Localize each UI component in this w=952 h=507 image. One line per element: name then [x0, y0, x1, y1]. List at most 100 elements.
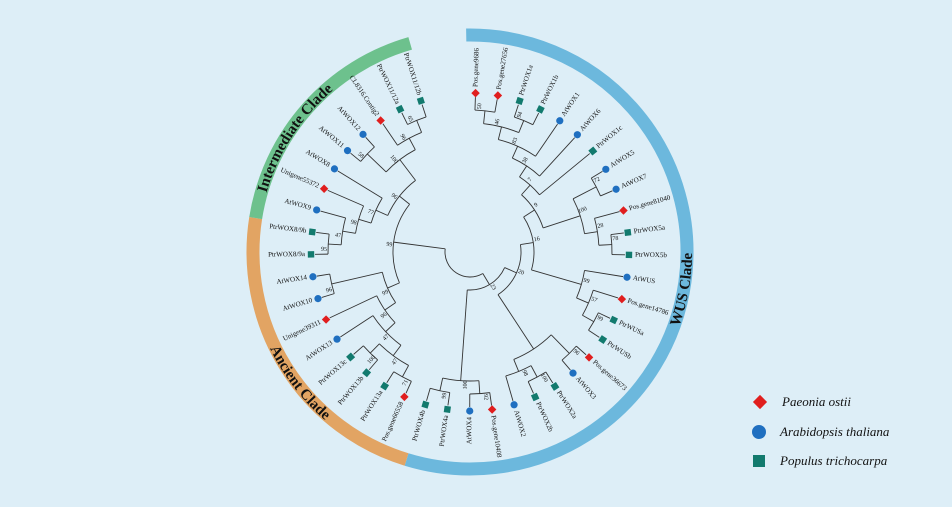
- branch-line: [375, 209, 388, 216]
- branch-line: [365, 137, 375, 148]
- branch-arc: [385, 149, 416, 173]
- branch-line: [520, 242, 534, 245]
- branch-line: [505, 375, 514, 402]
- branch-arc: [467, 267, 506, 291]
- blue-circle-icon: [466, 407, 474, 415]
- branch-line: [416, 120, 422, 133]
- branch-line: [572, 186, 597, 200]
- tip-label: Pos.gene14786: [627, 297, 671, 317]
- tip-label: AtWOX1: [560, 90, 582, 117]
- branch-line: [518, 120, 525, 133]
- branch-line: [582, 314, 594, 323]
- legend-item-populus: Populus trichocarpa: [752, 453, 887, 469]
- tip-label: Pos.gene9686: [471, 47, 480, 87]
- tip-label: PtrWOX8/9a: [268, 250, 306, 259]
- red-diamond-icon: [617, 294, 627, 304]
- branch-line: [576, 297, 589, 304]
- bootstrap-value: 98: [521, 369, 529, 377]
- bootstrap-value: 96: [398, 133, 406, 141]
- tip-label: AtWOX14: [276, 273, 308, 286]
- red-diamond-icon: [487, 405, 497, 414]
- branch-line: [584, 231, 598, 235]
- branch-line: [329, 295, 377, 319]
- branch-line: [392, 344, 402, 356]
- tip-label: Pos.gene10408: [489, 415, 503, 459]
- tip-label: PtrWOX4b: [411, 409, 428, 442]
- branch-line: [530, 365, 538, 378]
- blue-circle-icon: [359, 130, 367, 138]
- blue-circle-icon: [752, 425, 766, 439]
- branch-line: [523, 209, 535, 218]
- branch-line: [535, 123, 558, 157]
- branch-line: [393, 241, 446, 250]
- branch-line: [532, 112, 540, 125]
- bootstrap-value: 20: [517, 269, 525, 277]
- teal-square-icon: [443, 405, 451, 414]
- branch-line: [386, 371, 395, 384]
- tip-label: AtWOX3: [574, 375, 598, 401]
- tip-label: PtrWOX8/9b: [269, 222, 308, 235]
- teal-square-icon: [530, 392, 540, 402]
- branch-line: [483, 110, 486, 124]
- branch-line: [531, 269, 582, 285]
- bootstrap-value: 28: [597, 223, 604, 230]
- teal-square-icon: [625, 251, 633, 259]
- branch-line: [405, 381, 412, 394]
- legend-label: Arabidopsis thaliana: [780, 424, 890, 439]
- branch-line: [591, 171, 603, 179]
- branch-line: [610, 232, 624, 236]
- branch-line: [402, 365, 409, 378]
- branch-line: [426, 388, 431, 401]
- bootstrap-value: 72: [593, 176, 601, 184]
- teal-square-icon: [416, 96, 425, 105]
- branch-arc: [610, 234, 613, 255]
- blue-circle-icon: [569, 369, 577, 377]
- branch-line: [447, 392, 451, 406]
- branch-line: [321, 293, 335, 298]
- branch-line: [561, 359, 571, 371]
- bootstrap-value: 9: [533, 202, 539, 209]
- branch-line: [316, 232, 330, 235]
- bootstrap-value: 100: [539, 373, 549, 384]
- bootstrap-value: 47: [382, 334, 390, 342]
- tip-label: AtWOX12: [336, 104, 363, 132]
- tip-label: AtWOX2: [512, 409, 527, 438]
- ring-intermediate-clade: [249, 37, 412, 220]
- branch-line: [598, 244, 612, 246]
- red-diamond-icon: [619, 206, 628, 215]
- branch-arc: [387, 179, 416, 216]
- branch-line: [521, 184, 531, 196]
- branch-line: [497, 294, 535, 350]
- branch-line: [421, 104, 427, 118]
- red-diamond-icon: [493, 91, 503, 100]
- branch-line: [550, 334, 570, 354]
- tip-label: PtrWOX13a: [359, 388, 385, 423]
- branch-line: [588, 329, 600, 338]
- tip-label: AtWOX5: [609, 148, 637, 169]
- blue-circle-icon: [602, 165, 610, 173]
- blue-circle-icon: [556, 117, 564, 125]
- tip-label: Pos.gene36673: [591, 358, 629, 393]
- bootstrap-value: 99: [386, 242, 393, 249]
- branch-line: [328, 243, 342, 246]
- legend-item-paeonia: Paeonia ostii: [752, 394, 851, 410]
- blue-circle-icon: [330, 165, 339, 173]
- branch-line: [382, 123, 398, 146]
- blue-circle-icon: [343, 147, 352, 155]
- branch-line: [337, 170, 383, 199]
- bootstrap-value: 65: [406, 115, 414, 123]
- blue-circle-icon: [313, 206, 321, 214]
- tip-label: AtWOX13: [304, 338, 334, 362]
- red-diamond-icon: [752, 394, 768, 410]
- bootstrap-value: 83: [512, 137, 520, 145]
- legend-label: Populus trichocarpa: [780, 453, 888, 468]
- branch-line: [482, 273, 490, 285]
- branch-arc: [521, 194, 544, 229]
- branch-arc: [340, 217, 347, 245]
- branch-line: [327, 189, 364, 207]
- branch-line: [594, 211, 620, 219]
- blue-circle-icon: [314, 295, 322, 303]
- blue-circle-icon: [573, 131, 581, 139]
- bootstrap-value: 100: [463, 380, 469, 389]
